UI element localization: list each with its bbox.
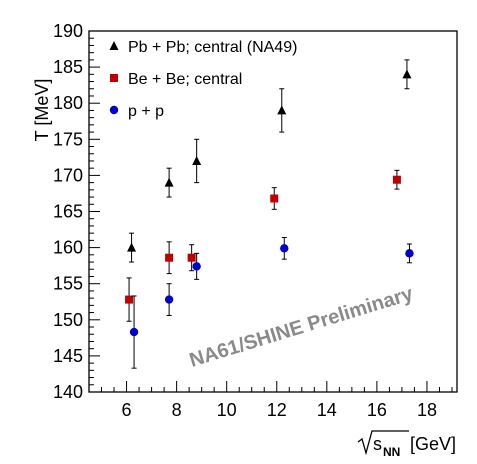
legend-marker [109, 41, 119, 50]
data-point [127, 242, 137, 252]
data-point [129, 327, 139, 337]
data-point [402, 69, 412, 79]
y-tick-label: 160 [53, 238, 83, 258]
data-point [192, 155, 202, 165]
x-tick-label: 18 [417, 400, 437, 420]
x-tick-label: 16 [367, 400, 387, 420]
x-tick-label: 8 [172, 400, 182, 420]
legend-label: p + p [128, 103, 164, 120]
data-point [165, 253, 174, 262]
data-point [164, 177, 174, 187]
axis-ticks [89, 30, 453, 393]
x-axis-symbol: s [373, 434, 382, 454]
y-tick-label: 140 [53, 382, 83, 402]
x-tick-label: 10 [217, 400, 237, 420]
legend-label: Pb + Pb; central (NA49) [128, 39, 297, 56]
legend: Pb + Pb; central (NA49) Be + Be; central p… [109, 39, 297, 120]
data-point [392, 175, 401, 184]
legend-label: Be + Be; central [128, 71, 242, 88]
sqrt-sign [357, 430, 409, 456]
data-point [270, 194, 279, 203]
x-axis-subscript: NN [383, 445, 400, 459]
series-triangle [127, 59, 412, 263]
x-tick-label: 6 [122, 400, 132, 420]
x-tick-label: 12 [267, 400, 287, 420]
data-point [192, 262, 201, 271]
series-square [125, 169, 401, 322]
data-point [280, 244, 289, 253]
x-axis-unit: [GeV] [410, 434, 456, 454]
data-point [277, 105, 287, 115]
data-point [187, 253, 196, 262]
legend-marker [109, 105, 119, 115]
y-tick-label: 185 [53, 57, 83, 77]
data-point [405, 249, 414, 258]
y-tick-label: 175 [53, 129, 83, 149]
watermark-annotation: NA61/SHINE Preliminary [187, 283, 416, 372]
data-point [125, 295, 134, 304]
y-tick-label: 170 [53, 165, 83, 185]
y-tick-label: 180 [53, 93, 83, 113]
tick-labels: 140 145 150 155 160 165 170 175 180 185 190 6 8 10 12 1… [53, 21, 437, 420]
y-tick-label: 150 [53, 310, 83, 330]
data-points [125, 59, 414, 369]
data-point [164, 295, 174, 304]
x-tick-label: 14 [317, 400, 337, 420]
y-axis-title: T [MeV] [32, 79, 52, 142]
y-tick-label: 145 [53, 346, 83, 366]
y-tick-label: 155 [53, 274, 83, 294]
x-axis-title: s NN [GeV] [357, 430, 456, 459]
y-tick-label: 165 [53, 202, 83, 222]
series-circle [129, 236, 414, 369]
y-tick-label: 190 [53, 21, 83, 41]
legend-marker [110, 74, 118, 82]
